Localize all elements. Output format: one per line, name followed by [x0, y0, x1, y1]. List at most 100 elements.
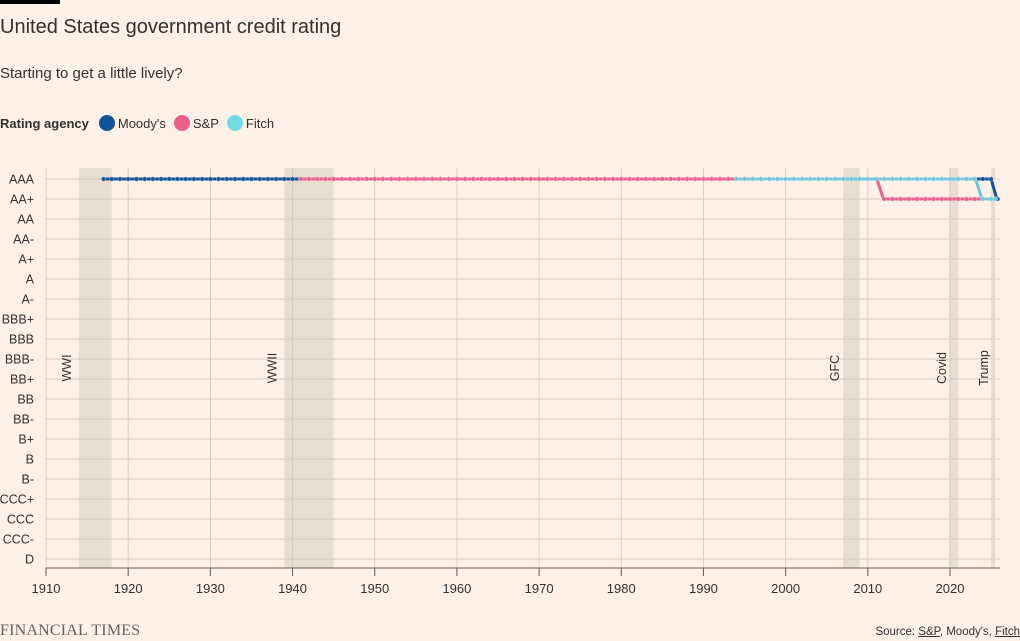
data-point — [898, 176, 904, 182]
data-point — [898, 196, 904, 202]
source-link-fitch[interactable]: Fitch — [995, 626, 1020, 638]
data-point — [815, 176, 822, 182]
data-point — [939, 176, 945, 182]
data-point — [709, 176, 715, 182]
data-point — [536, 176, 542, 182]
y-tick-label: A — [26, 273, 35, 287]
data-point — [881, 196, 887, 202]
data-point — [922, 196, 928, 202]
ft-logo: FINANCIAL TIMES — [0, 622, 141, 639]
x-tick-label: 1920 — [114, 581, 143, 596]
series-fitch — [733, 176, 998, 202]
data-point — [281, 176, 287, 182]
y-tick-label: CCC — [7, 513, 34, 527]
y-tick-label: BBB — [9, 333, 34, 347]
x-tick-label: 1970 — [525, 581, 554, 596]
legend: Rating agency Moody's S&P Fitch — [0, 115, 278, 131]
data-point — [783, 176, 789, 182]
y-tick-label: BBB+ — [2, 313, 34, 327]
shaded-period-label: Covid — [935, 352, 949, 384]
data-point — [314, 176, 320, 182]
data-point — [437, 176, 444, 182]
data-point — [191, 176, 197, 182]
data-point — [848, 176, 854, 182]
y-tick-label: D — [25, 553, 34, 567]
data-point — [446, 176, 452, 182]
data-point — [569, 176, 575, 182]
series-line — [300, 177, 996, 201]
data-point — [487, 176, 493, 182]
x-tick-label: 1910 — [32, 581, 61, 596]
data-point — [643, 176, 649, 182]
data-point — [495, 176, 501, 182]
shaded-period — [991, 168, 996, 568]
data-point — [939, 196, 945, 202]
shaded-period-label: WWII — [265, 353, 279, 384]
data-point — [988, 176, 994, 182]
data-point — [963, 196, 970, 202]
y-tick-label: CCC- — [3, 533, 34, 547]
source-note: Source: S&P, Moody's, Fitch — [875, 626, 1020, 638]
data-point — [224, 176, 230, 182]
data-point — [955, 196, 961, 202]
data-point — [396, 176, 402, 182]
data-point — [183, 176, 189, 182]
series-line — [103, 177, 999, 201]
data-point — [298, 176, 304, 182]
data-point — [552, 176, 559, 182]
data-point — [150, 176, 156, 182]
data-point — [659, 176, 665, 182]
data-point — [248, 176, 255, 182]
data-point — [618, 176, 624, 182]
y-tick-label: A- — [22, 293, 35, 307]
data-point — [972, 176, 978, 182]
data-point — [758, 176, 764, 182]
legend-item-sp: S&P — [170, 115, 219, 131]
shaded-period — [78, 168, 112, 568]
data-point — [158, 176, 164, 182]
data-point — [700, 176, 707, 182]
data-point — [273, 176, 279, 182]
data-point — [889, 176, 896, 182]
data-point — [906, 176, 912, 182]
data-point — [676, 176, 682, 182]
data-point — [470, 176, 476, 182]
data-point — [717, 176, 723, 182]
data-point — [544, 176, 550, 182]
data-point — [142, 176, 148, 182]
data-point — [528, 176, 534, 182]
data-point — [865, 176, 871, 182]
data-point — [503, 176, 509, 182]
x-tick-label: 1940 — [278, 581, 307, 596]
data-point — [363, 176, 370, 182]
data-point — [331, 176, 337, 182]
data-point — [610, 176, 616, 182]
data-point — [454, 176, 460, 182]
data-point — [355, 176, 361, 182]
source-link-sp[interactable]: S&P — [918, 626, 940, 638]
data-point — [947, 176, 953, 182]
data-point — [561, 176, 567, 182]
chart-subtitle: Starting to get a little lively? — [0, 65, 183, 82]
data-point — [914, 176, 920, 182]
data-point — [232, 176, 238, 182]
legend-swatch — [98, 115, 115, 131]
data-point — [684, 176, 690, 182]
x-tick-label: 1950 — [360, 581, 389, 596]
ft-top-bar — [0, 0, 60, 4]
data-point — [791, 176, 797, 182]
shaded-period-label: Trump — [977, 350, 991, 386]
data-point — [257, 176, 263, 182]
data-point — [478, 176, 485, 182]
data-point — [577, 176, 583, 182]
data-point — [602, 176, 608, 182]
data-point — [922, 176, 928, 182]
data-point — [594, 176, 600, 182]
shaded-period-label: WWI — [60, 354, 74, 381]
x-tick-label: 1930 — [196, 581, 225, 596]
data-point — [215, 176, 222, 182]
data-point — [881, 176, 887, 182]
data-point — [980, 176, 986, 182]
legend-item-moodys: Moody's — [95, 115, 166, 131]
